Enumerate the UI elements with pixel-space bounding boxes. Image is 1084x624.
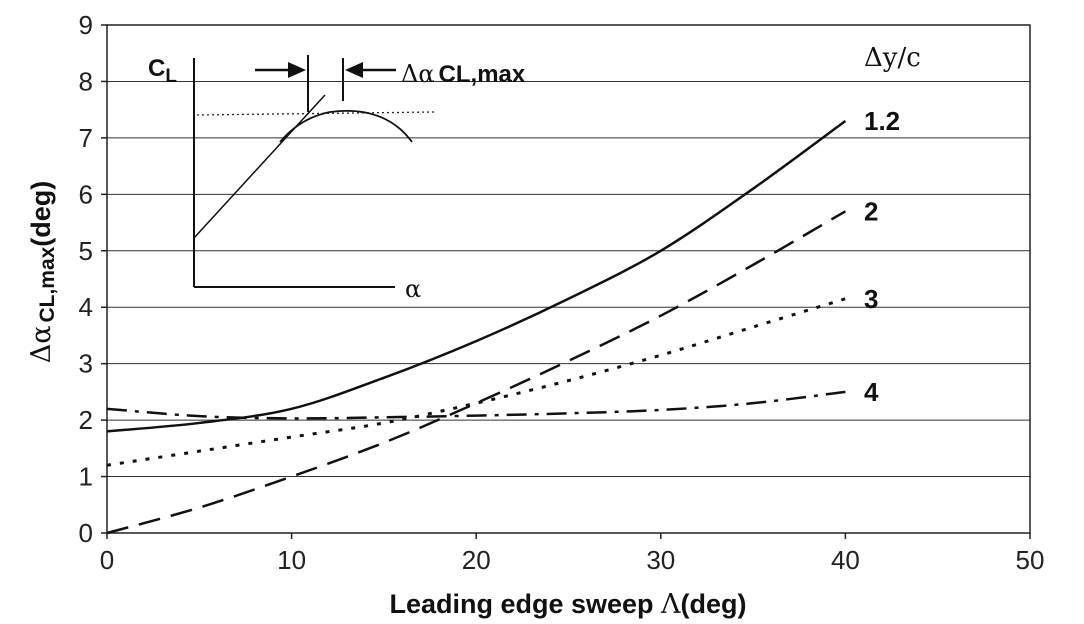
- series-group: [106, 119, 847, 535]
- series-line-3: [106, 390, 846, 420]
- y-tick-label: 1: [79, 462, 93, 492]
- x-tick-label: 40: [831, 545, 860, 575]
- inset-arrow-left-head: [288, 62, 306, 78]
- inset-cl-label: CL: [148, 55, 177, 87]
- y-axis-title: ΔαCL,max(deg): [26, 181, 59, 364]
- y-tick-label: 0: [79, 518, 93, 548]
- inset-linear-cl: [193, 94, 326, 239]
- series-labels: 1.2 2 3 4: [864, 106, 900, 407]
- y-tick-label: 8: [79, 66, 93, 96]
- y-tick-label: 4: [79, 292, 93, 322]
- series-line-0: [106, 119, 847, 433]
- y-tick-label: 2: [79, 405, 93, 435]
- series-line-2: [106, 297, 846, 467]
- x-tick-label: 0: [100, 545, 114, 575]
- y-tick-label: 6: [79, 179, 93, 209]
- gridlines: [107, 80, 1030, 478]
- y-tick-label: 7: [79, 123, 93, 153]
- inset-alpha-label: α: [405, 275, 421, 303]
- legend-title: Δy/c: [864, 43, 921, 73]
- axis-ticks: 0 1 2 3 4 5 6 7 8 9 0 10 20 30 40 50: [79, 10, 1045, 575]
- x-tick-label: 50: [1016, 545, 1045, 575]
- x-tick-label: 20: [462, 545, 491, 575]
- series-label-2: 3: [864, 284, 878, 314]
- y-tick-label: 5: [79, 236, 93, 266]
- inset-dotted-level: [196, 111, 435, 116]
- y-tick-label: 3: [79, 349, 93, 379]
- plot-frame: [106, 24, 1031, 534]
- x-axis-title: Leading edge sweep Λ(deg): [389, 589, 746, 620]
- inset-sketch: CL Δα CL,max α: [148, 55, 526, 303]
- series-label-1: 2: [864, 196, 878, 226]
- series-label-3: 4: [864, 377, 879, 407]
- inset-cl-curve: [279, 110, 413, 143]
- x-tick-label: 30: [646, 545, 675, 575]
- x-tick-label: 10: [277, 545, 306, 575]
- inset-delta-alpha-label: Δα CL,max: [401, 60, 526, 88]
- y-tick-label: 9: [79, 10, 93, 40]
- series-line-1: [106, 210, 847, 535]
- inset-arrow-right-head: [345, 62, 363, 78]
- series-label-0: 1.2: [864, 106, 900, 136]
